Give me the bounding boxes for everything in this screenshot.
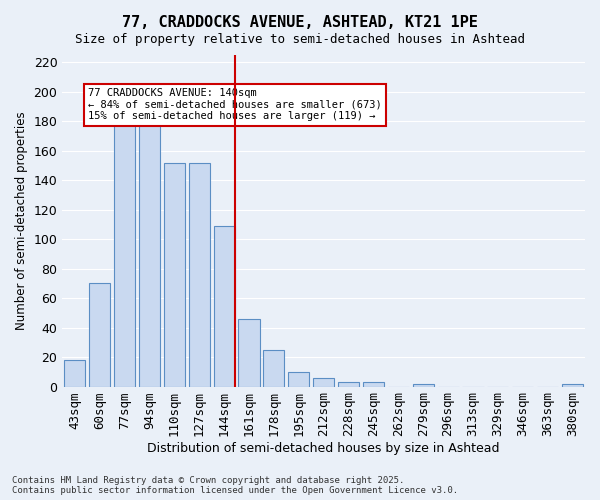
Bar <box>562 384 583 386</box>
Bar <box>89 284 110 387</box>
Bar <box>413 384 434 386</box>
Text: Size of property relative to semi-detached houses in Ashtead: Size of property relative to semi-detach… <box>75 32 525 46</box>
Bar <box>214 226 235 386</box>
Bar <box>288 372 310 386</box>
Y-axis label: Number of semi-detached properties: Number of semi-detached properties <box>15 112 28 330</box>
Bar <box>139 122 160 386</box>
Bar <box>363 382 384 386</box>
Bar <box>114 120 135 386</box>
Text: Contains HM Land Registry data © Crown copyright and database right 2025.
Contai: Contains HM Land Registry data © Crown c… <box>12 476 458 495</box>
Bar <box>188 162 210 386</box>
X-axis label: Distribution of semi-detached houses by size in Ashtead: Distribution of semi-detached houses by … <box>148 442 500 455</box>
Bar <box>64 360 85 386</box>
Bar <box>263 350 284 387</box>
Bar <box>164 162 185 386</box>
Text: 77, CRADDOCKS AVENUE, ASHTEAD, KT21 1PE: 77, CRADDOCKS AVENUE, ASHTEAD, KT21 1PE <box>122 15 478 30</box>
Bar <box>313 378 334 386</box>
Bar <box>338 382 359 386</box>
Text: 77 CRADDOCKS AVENUE: 140sqm
← 84% of semi-detached houses are smaller (673)
15% : 77 CRADDOCKS AVENUE: 140sqm ← 84% of sem… <box>88 88 382 122</box>
Bar <box>238 319 260 386</box>
